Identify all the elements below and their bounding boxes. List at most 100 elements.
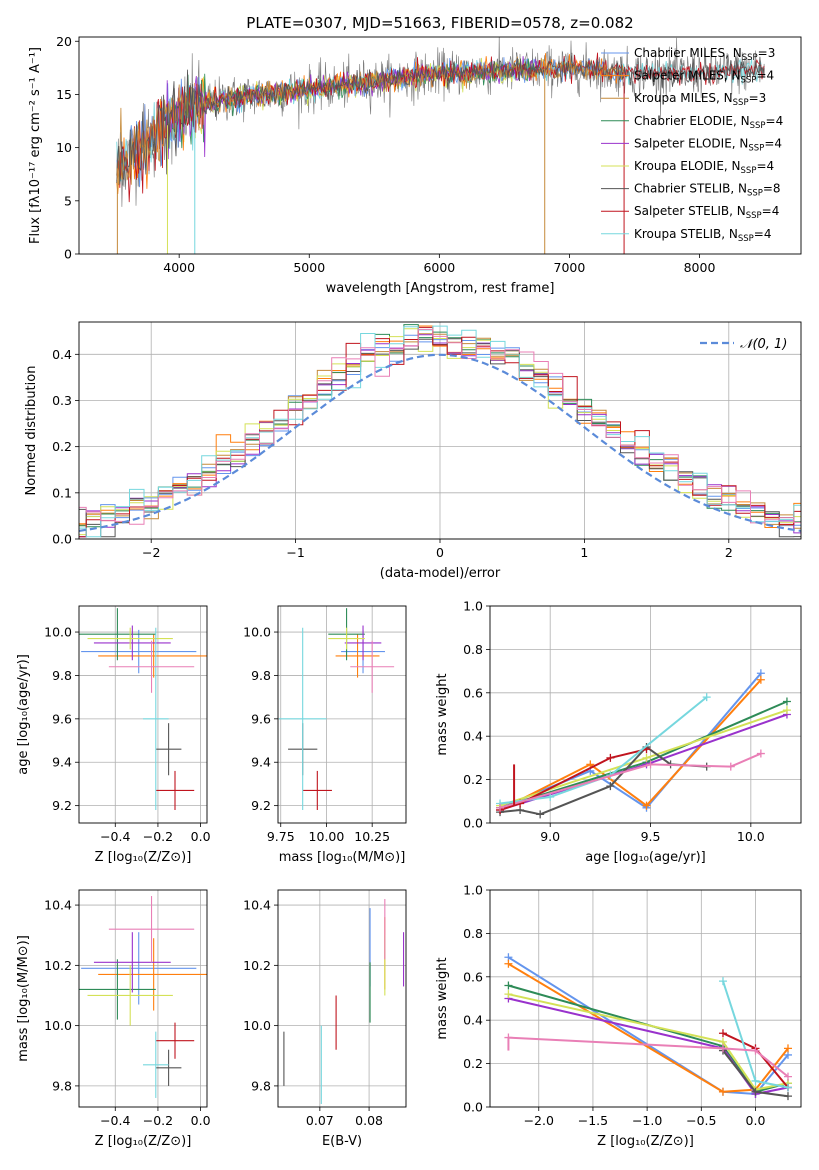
x-tick-label: 9.75: [267, 829, 295, 844]
y-axis-label: mass weight: [435, 957, 450, 1039]
x-axis-label: E(B-V): [322, 1134, 362, 1149]
y-tick-label: 0.2: [463, 1056, 483, 1071]
weight-marker: [783, 1044, 792, 1053]
weight-series-line: [499, 748, 647, 811]
weight-series-line: [508, 993, 789, 1091]
plot-frame: [78, 321, 802, 540]
error-bar-point: [98, 634, 207, 678]
y-tick-label: 9.4: [52, 755, 72, 770]
chart-spectrum: 4000 5000 6000 7000 8000 0 5 10 15 20 wavelength […: [28, 14, 802, 296]
y-tick-label: 10.4: [44, 898, 72, 913]
weight-marker: [783, 1083, 792, 1092]
error-bar-point: [350, 640, 395, 693]
x-tick-label: 0.0: [191, 1113, 211, 1128]
histogram-steps: [79, 326, 801, 538]
model-spectrum-line: [116, 56, 624, 186]
weight-marker: [756, 675, 765, 684]
y-tick-label: 9.4: [251, 755, 271, 770]
weight-marker: [718, 977, 727, 986]
error-bar-point: [93, 625, 171, 661]
error-bar-point: [143, 1031, 169, 1098]
y-tick-label: 0.3: [52, 393, 72, 408]
legend-label: Kroupa ELODIE, NSSP=4: [634, 159, 774, 176]
y-axis-label: Flux [fλ10⁻¹⁷ erg cm⁻² s⁻¹ A⁻¹]: [28, 47, 43, 244]
weight-marker: [606, 753, 615, 762]
y-tick-label: 9.6: [52, 711, 72, 726]
weight-marker: [751, 1046, 760, 1055]
x-tick-label: 2: [725, 545, 733, 560]
y-tick-label: 10.0: [243, 1018, 271, 1033]
x-tick-label: −1.5: [578, 1113, 608, 1128]
x-tick-label: −0.5: [686, 1113, 716, 1128]
weight-marker: [504, 981, 513, 990]
legend-label: Chabrier MILES, NSSP=3: [634, 46, 775, 63]
y-axis-label: age [log₁₀(age/yr)]: [16, 654, 31, 775]
chart-mass_weight_vs_Z: −2.0 −1.5 −1.0 −0.5 0.0 0.0 0.2 0.4 0.6 0.8 1.0 Z […: [435, 883, 802, 1149]
chart-age_vs_mass: 9.75 10.00 10.25 9.2 9.4 9.6 9.8 10.0 mass [log₁…: [243, 605, 407, 865]
weight-marker: [782, 706, 791, 715]
y-axis-label: Normed distribution: [24, 366, 39, 496]
weight-marker: [642, 801, 651, 810]
legend-label: 𝒩(0, 1): [740, 337, 787, 352]
weight-marker: [783, 1072, 792, 1081]
x-tick-label: −1.0: [632, 1113, 662, 1128]
y-tick-label: 0.4: [463, 729, 483, 744]
x-tick-label: 0: [436, 545, 444, 560]
x-tick-label: −1: [286, 545, 304, 560]
error-bar-point: [278, 627, 327, 810]
chart-mass_vs_Z: −0.4 −0.2 0.0 9.8 10.0 10.2 10.4 Z [log₁₀(Z/Z⊙)…: [16, 889, 211, 1149]
histogram-steps: [79, 324, 801, 528]
x-tick-label: 8000: [684, 260, 716, 275]
normal-curve-line: [78, 353, 802, 532]
legend-label: Kroupa STELIB, NSSP=4: [634, 227, 772, 244]
weight-marker: [718, 1029, 727, 1038]
weight-marker: [751, 1087, 760, 1096]
error-bar-point: [93, 932, 171, 993]
error-bar-point: [81, 629, 197, 674]
x-tick-label: −0.4: [100, 1113, 130, 1128]
weight-marker: [782, 697, 791, 706]
weight-marker: [726, 762, 735, 771]
x-tick-label: 5000: [293, 260, 325, 275]
weight-marker: [718, 1044, 727, 1053]
y-tick-label: 9.8: [251, 668, 271, 683]
y-tick-label: 0.2: [52, 439, 72, 454]
error-bar-point: [155, 723, 182, 776]
chart-title: PLATE=0307, MJD=51663, FIBERID=0578, z=0…: [246, 14, 633, 32]
y-tick-label: 0.6: [463, 685, 483, 700]
y-tick-label: 10: [56, 140, 72, 155]
plot-frame: [489, 605, 802, 824]
x-tick-label: 4000: [163, 260, 195, 275]
y-tick-label: 0.1: [52, 485, 72, 500]
error-bar-point: [79, 608, 156, 661]
error-bar-point: [302, 770, 332, 810]
plot-frame: [277, 605, 407, 824]
y-tick-label: 1.0: [463, 883, 483, 898]
error-bar-point: [155, 770, 195, 810]
y-tick-label: 0.6: [463, 969, 483, 984]
weight-marker: [783, 1092, 792, 1101]
x-tick-label: −2.0: [524, 1113, 554, 1128]
legend-label: Chabrier STELIB, NSSP=8: [634, 182, 781, 199]
y-tick-label: 0.0: [463, 816, 483, 831]
x-tick-label: −2: [142, 545, 160, 560]
x-tick-label: 10.25: [354, 829, 390, 844]
y-tick-label: 10.2: [44, 958, 72, 973]
error-bar-point: [155, 1022, 195, 1059]
histogram-steps: [79, 328, 801, 525]
weight-series-line: [499, 679, 762, 811]
legend-label: Chabrier ELODIE, NSSP=4: [634, 114, 783, 131]
x-tick-label: −0.2: [143, 829, 173, 844]
error-bar-point: [335, 634, 380, 678]
y-tick-label: 10.2: [243, 958, 271, 973]
weight-series-line: [499, 752, 762, 809]
weight-series-line: [508, 1036, 789, 1078]
y-tick-label: 0.0: [52, 532, 72, 547]
x-tick-label: 10.00: [309, 829, 345, 844]
weight-series-line: [507, 956, 789, 1096]
x-axis-label: Z [log₁₀(Z/Z⊙)]: [95, 1134, 192, 1149]
model-spectrum-line: [116, 55, 765, 185]
x-axis-label: wavelength [Angstrom, rest frame]: [326, 281, 555, 296]
error-bar-point: [155, 1049, 182, 1086]
